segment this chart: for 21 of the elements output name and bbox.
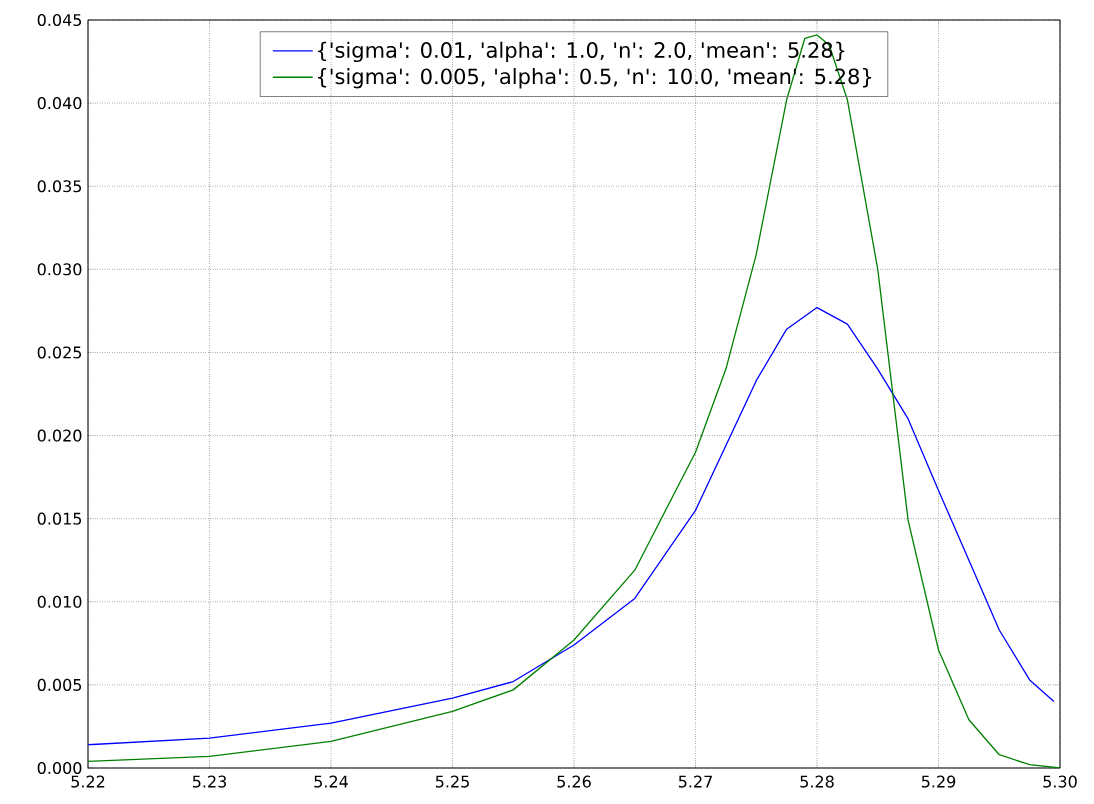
x-tick-label: 5.23 — [192, 775, 227, 788]
x-tick-label: 5.27 — [678, 775, 712, 788]
y-tick-label: 0.005 — [37, 678, 82, 691]
x-tick-label: 5.30 — [1043, 775, 1077, 788]
x-tick-label: 5.25 — [435, 775, 469, 788]
y-tick-label: 0.020 — [37, 429, 82, 442]
x-tick-label: 5.28 — [800, 775, 834, 788]
y-tick-label: 0.035 — [37, 180, 82, 193]
y-tick-label: 0.000 — [37, 761, 82, 775]
y-tick-label: 0.025 — [37, 346, 82, 359]
line-series — [88, 306, 1055, 746]
y-tick-label: 0.030 — [37, 263, 82, 276]
y-tick-label: 0.010 — [37, 595, 82, 608]
y-tick-label: 0.045 — [37, 13, 82, 27]
y-tick-label: 0.040 — [37, 97, 82, 110]
x-tick-label: 5.22 — [71, 775, 105, 788]
x-tick-label: 5.29 — [921, 775, 956, 788]
x-tick-label: 5.26 — [557, 775, 591, 788]
y-tick-label: 0.015 — [37, 512, 82, 525]
x-tick-label: 5.24 — [314, 775, 348, 788]
line-series — [88, 34, 1061, 768]
